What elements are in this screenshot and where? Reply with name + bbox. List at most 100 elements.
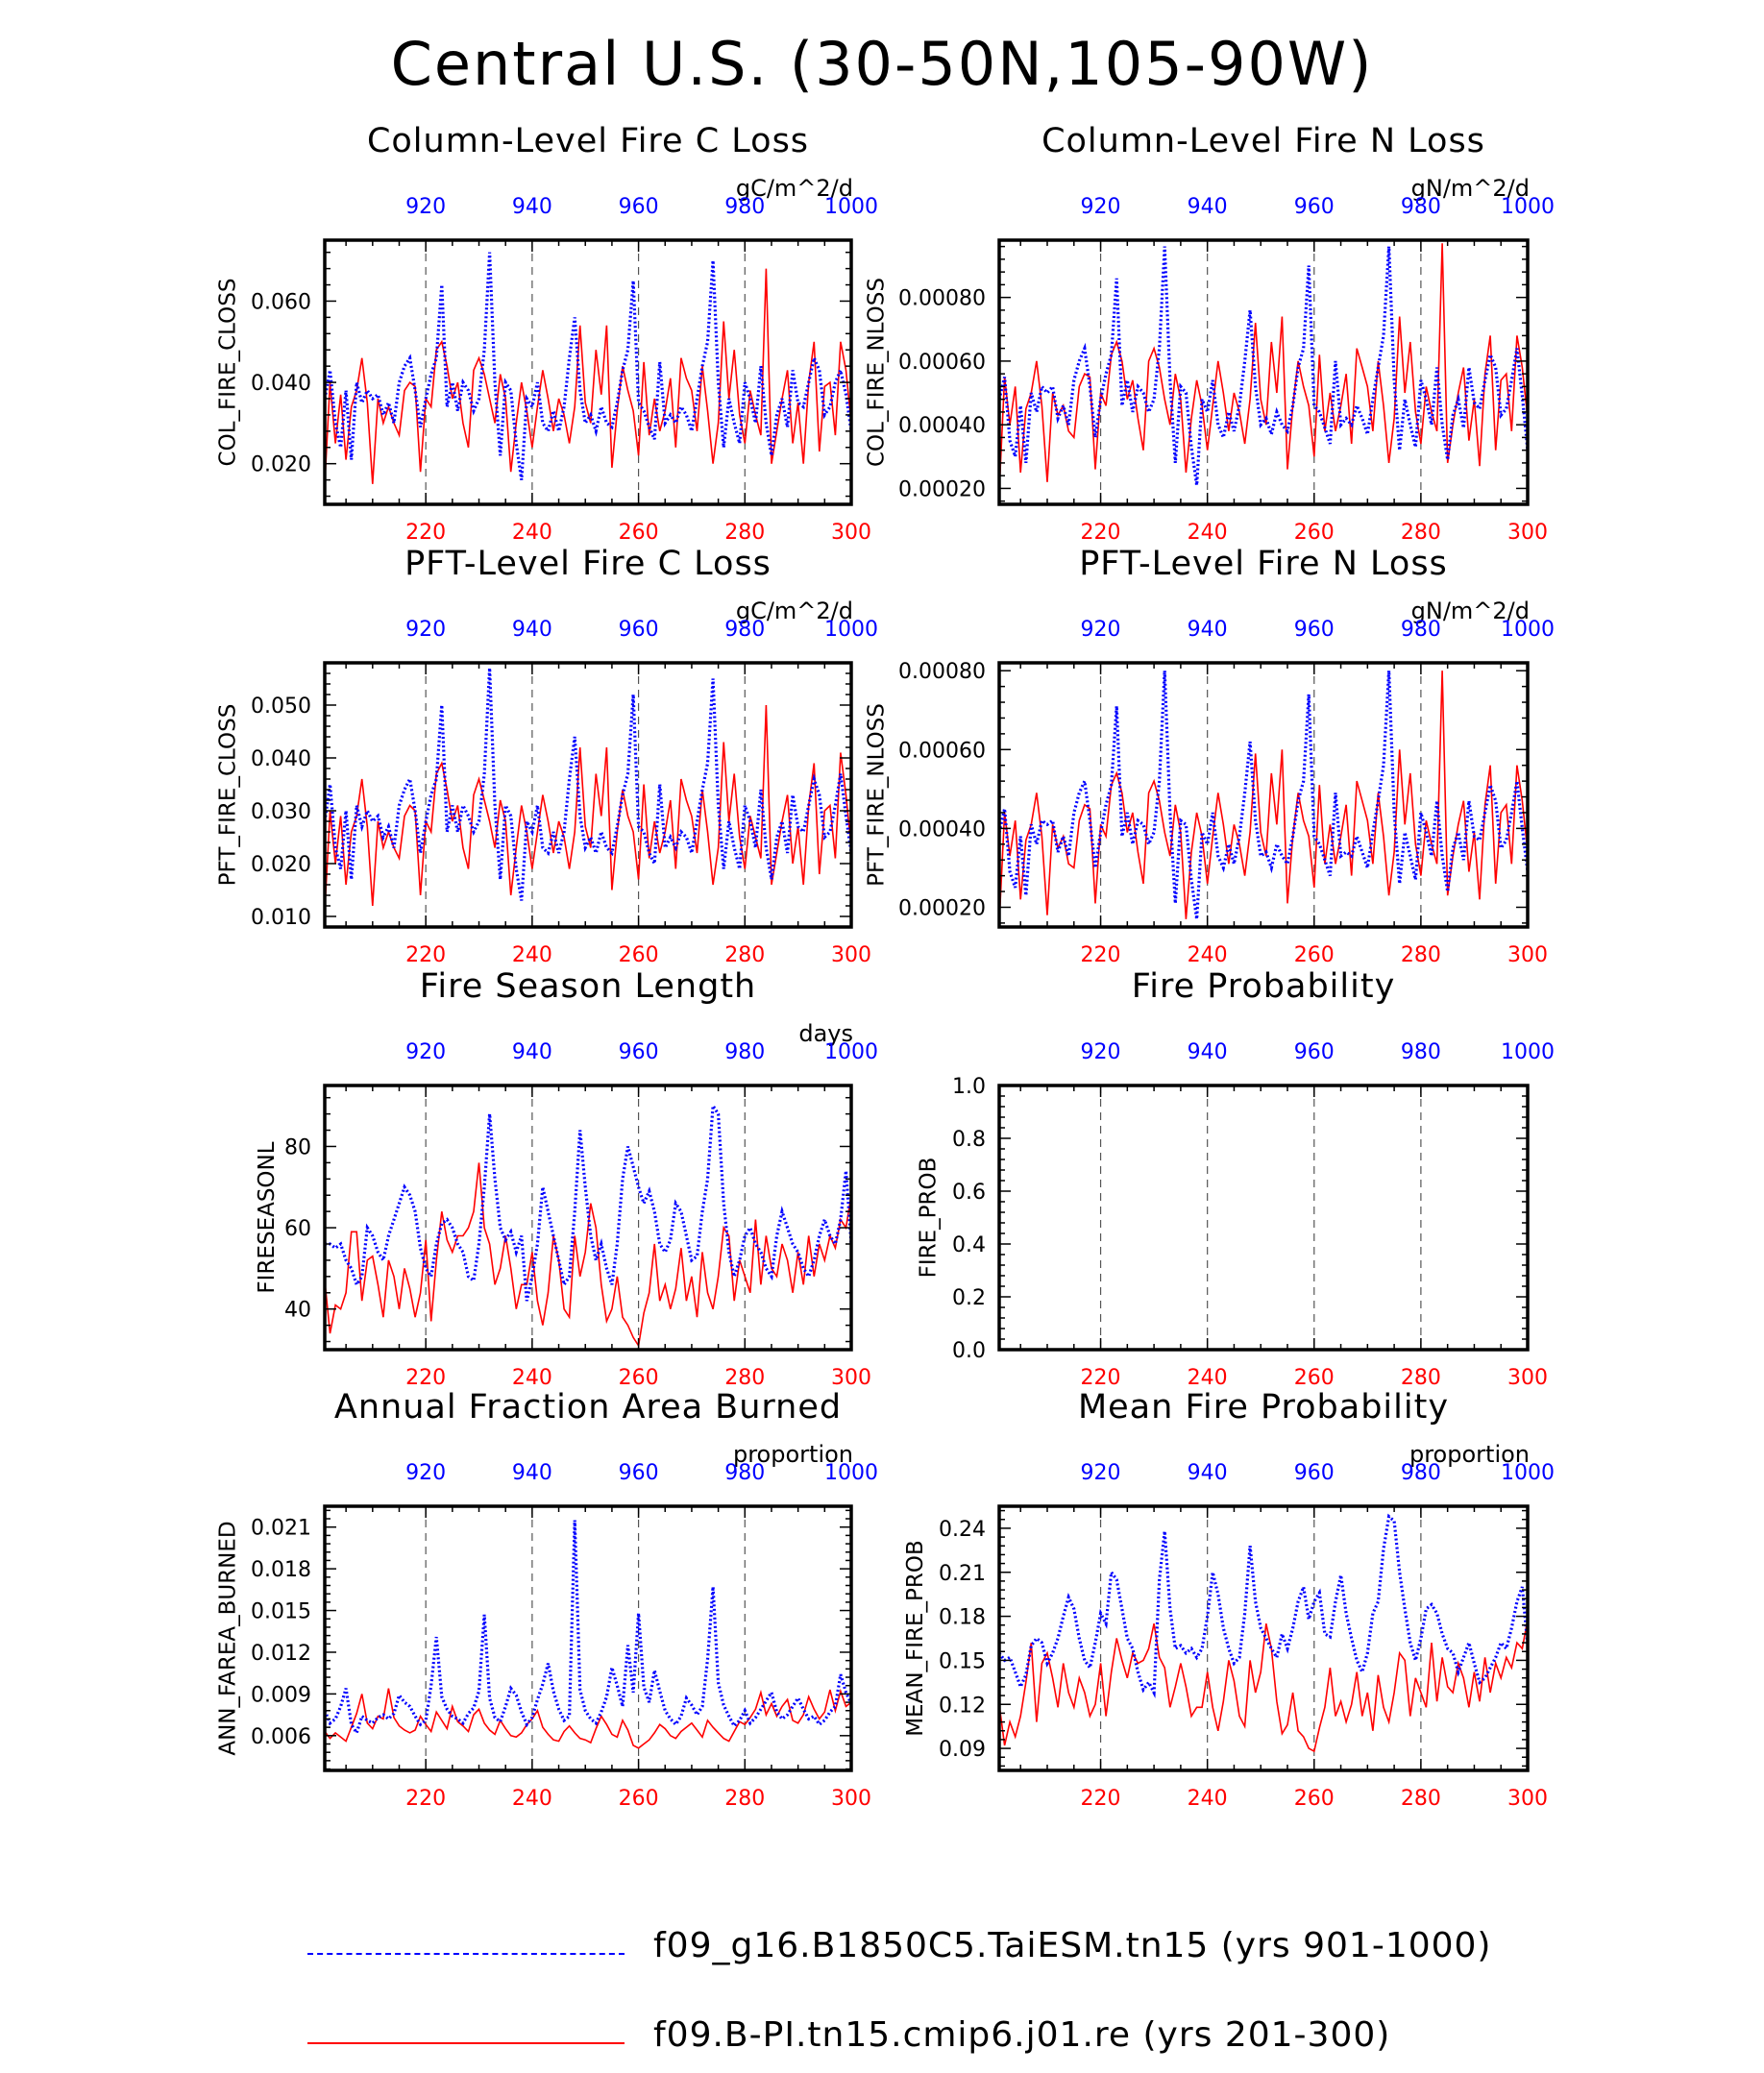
x-tick-label-top: 980 xyxy=(1401,1040,1441,1064)
x-tick-label-top: 960 xyxy=(619,618,659,642)
x-tick-label-top: 920 xyxy=(1081,1040,1121,1064)
chart-title: PFT-Level Fire C Loss xyxy=(404,545,772,583)
x-tick-label-bottom: 220 xyxy=(1081,1787,1121,1811)
series-line-red xyxy=(325,268,851,484)
chart-panel-1: Column-Level Fire C Loss gC/m^2/d 220 240 26… xyxy=(216,122,879,545)
x-tick-label-top: 1000 xyxy=(824,1040,878,1064)
y-tick-label: 0.030 xyxy=(251,800,311,824)
chart-panel-7: Annual Fraction Area Burned proportion 220… xyxy=(216,1388,879,1811)
x-tick-label-top: 940 xyxy=(512,1461,552,1485)
x-tick-label-bottom: 260 xyxy=(1294,521,1335,545)
x-tick-label-bottom: 300 xyxy=(1507,521,1548,545)
x-tick-label-top: 1000 xyxy=(824,1461,878,1485)
legend-entry-blue: f09_g16.B1850C5.TaiESM.tn15 (yrs 901-100… xyxy=(307,1926,1556,1984)
y-tick-label: 0.021 xyxy=(251,1517,311,1541)
x-tick-label-top: 940 xyxy=(1188,1461,1228,1485)
x-tick-label-bottom: 260 xyxy=(619,1366,659,1390)
y-tick-label: 0.020 xyxy=(251,853,311,877)
y-tick-label: 0.0 xyxy=(952,1339,986,1363)
plot-frame xyxy=(997,1504,1530,1772)
legend-label-blue: f09_g16.B1850C5.TaiESM.tn15 (yrs 901-100… xyxy=(653,1926,1492,1965)
x-tick-label-bottom: 240 xyxy=(1188,943,1228,967)
chart-panel-5: Fire Season Length days 220 240 260 280 300 920… xyxy=(255,967,878,1390)
series-line-blue xyxy=(999,246,1528,486)
legend-swatch-red xyxy=(307,2042,625,2044)
x-tick-label-bottom: 280 xyxy=(724,521,765,545)
x-tick-label-top: 980 xyxy=(1401,195,1441,219)
x-tick-label-bottom: 280 xyxy=(724,943,765,967)
x-tick-label-top: 920 xyxy=(405,1461,446,1485)
x-tick-label-bottom: 220 xyxy=(1081,521,1121,545)
y-axis-label: FIRESEASONL xyxy=(255,1141,280,1293)
chart-title: Fire Probability xyxy=(1132,967,1396,1006)
x-tick-label-top: 980 xyxy=(1401,1461,1441,1485)
chart-panel-2: Column-Level Fire N Loss gN/m^2/d 220 240 26… xyxy=(865,122,1556,545)
x-tick-label-top: 960 xyxy=(619,1461,659,1485)
x-tick-label-bottom: 240 xyxy=(512,1366,552,1390)
series-line-blue xyxy=(999,1513,1528,1699)
plot-frame xyxy=(323,1084,853,1352)
series-line-red xyxy=(325,1162,851,1348)
chart-title: Mean Fire Probability xyxy=(1078,1388,1449,1427)
y-tick-label: 0.00020 xyxy=(898,896,986,920)
x-tick-label-bottom: 260 xyxy=(619,943,659,967)
x-tick-label-top: 980 xyxy=(724,618,765,642)
chart-title: Column-Level Fire C Loss xyxy=(367,122,809,160)
y-axis-label: FIRE_PROB xyxy=(917,1158,942,1279)
y-tick-label: 0.040 xyxy=(251,372,311,396)
y-tick-label: 0.060 xyxy=(251,290,311,314)
x-tick-label-bottom: 220 xyxy=(405,943,446,967)
x-tick-label-bottom: 280 xyxy=(1401,1787,1441,1811)
plot-frame xyxy=(323,661,853,929)
y-tick-label: 0.010 xyxy=(251,906,311,930)
x-tick-label-top: 920 xyxy=(405,618,446,642)
x-tick-label-top: 920 xyxy=(1081,195,1121,219)
x-tick-label-bottom: 280 xyxy=(724,1366,765,1390)
x-tick-label-top: 1000 xyxy=(1501,195,1555,219)
units-label: proportion xyxy=(1409,1441,1530,1468)
x-tick-label-bottom: 220 xyxy=(405,521,446,545)
y-tick-label: 0.00040 xyxy=(898,414,986,438)
y-tick-label: 0.006 xyxy=(251,1725,311,1749)
y-tick-label: 0.8 xyxy=(952,1128,986,1152)
series-line-red xyxy=(325,1688,851,1749)
units-label: days xyxy=(798,1020,853,1047)
x-tick-label-top: 960 xyxy=(1294,195,1335,219)
units-label: gC/m^2/d xyxy=(736,598,853,624)
chart-panel-4: PFT-Level Fire N Loss gN/m^2/d 220 240 260 28… xyxy=(865,545,1556,967)
x-tick-label-top: 980 xyxy=(724,1461,765,1485)
chart-title: PFT-Level Fire N Loss xyxy=(1079,545,1448,583)
series-line-red xyxy=(999,1619,1528,1753)
y-axis-label: PFT_FIRE_NLOSS xyxy=(865,703,890,887)
y-tick-label: 60 xyxy=(284,1217,311,1241)
x-tick-label-bottom: 300 xyxy=(831,1787,871,1811)
series-line-blue xyxy=(325,1520,851,1737)
x-tick-label-bottom: 280 xyxy=(1401,943,1441,967)
y-tick-label: 0.6 xyxy=(952,1181,986,1205)
x-tick-label-bottom: 220 xyxy=(1081,1366,1121,1390)
x-tick-label-bottom: 240 xyxy=(1188,1366,1228,1390)
y-tick-label: 0.18 xyxy=(939,1606,986,1630)
legend-swatch-blue xyxy=(307,1953,625,1955)
x-tick-label-bottom: 240 xyxy=(512,521,552,545)
chart-panel-6: Fire Probability 220 240 260 280 300 920 940 960… xyxy=(917,967,1556,1390)
x-tick-label-bottom: 260 xyxy=(1294,1366,1335,1390)
y-tick-label: 40 xyxy=(284,1299,311,1323)
x-tick-label-bottom: 260 xyxy=(1294,943,1335,967)
x-tick-label-bottom: 220 xyxy=(1081,943,1121,967)
y-tick-label: 0.018 xyxy=(251,1558,311,1582)
units-label: gN/m^2/d xyxy=(1411,175,1530,202)
y-tick-label: 0.15 xyxy=(939,1649,986,1673)
y-tick-label: 1.0 xyxy=(952,1075,986,1099)
x-tick-label-top: 920 xyxy=(1081,1461,1121,1485)
x-tick-label-bottom: 240 xyxy=(512,943,552,967)
units-label: gC/m^2/d xyxy=(736,175,853,202)
x-tick-label-top: 960 xyxy=(619,1040,659,1064)
series-line-blue xyxy=(325,252,851,480)
y-tick-label: 0.00060 xyxy=(898,739,986,763)
x-tick-label-top: 940 xyxy=(1188,1040,1228,1064)
x-tick-label-top: 920 xyxy=(1081,618,1121,642)
legend-entry-red: f09.B-PI.tn15.cmip6.j01.re (yrs 201-300) xyxy=(307,2015,1556,2073)
